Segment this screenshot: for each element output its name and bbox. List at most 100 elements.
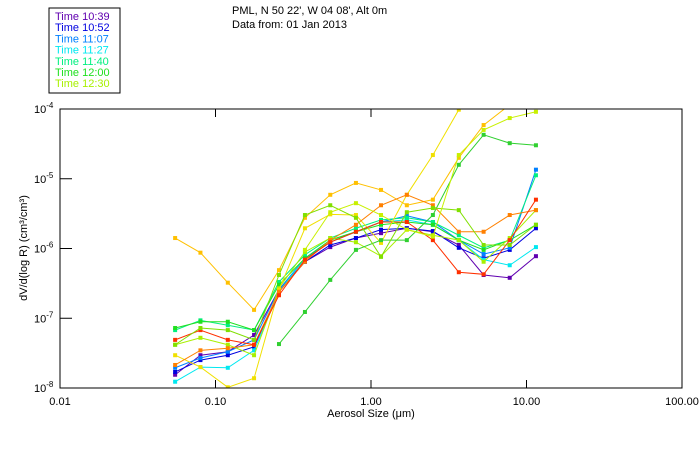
data-point bbox=[404, 192, 409, 197]
data-point bbox=[225, 346, 230, 351]
data-point bbox=[353, 229, 358, 234]
y-tick-exponent: -5 bbox=[46, 171, 54, 180]
data-point bbox=[481, 247, 486, 252]
data-point bbox=[534, 93, 538, 97]
legend-entry: Time 11:07 bbox=[55, 33, 109, 45]
series-10 bbox=[173, 197, 538, 347]
legend-box bbox=[48, 7, 121, 94]
data-point bbox=[198, 335, 203, 340]
data-point bbox=[404, 203, 409, 208]
data-point bbox=[328, 236, 333, 241]
data-point bbox=[198, 326, 203, 331]
data-point bbox=[404, 227, 409, 232]
legend-entry: Time 12:30 bbox=[55, 78, 110, 90]
y-tick-label: 10-8 bbox=[34, 380, 54, 395]
data-point bbox=[404, 217, 409, 222]
series-line bbox=[304, 111, 537, 251]
data-point bbox=[507, 275, 512, 280]
data-point bbox=[198, 250, 203, 255]
data-point bbox=[276, 282, 281, 287]
legend-entry: Time 12:00 bbox=[55, 67, 110, 79]
data-point bbox=[507, 247, 512, 252]
data-point bbox=[456, 245, 461, 250]
data-point bbox=[302, 252, 307, 257]
data-point bbox=[379, 254, 384, 259]
data-point bbox=[328, 210, 333, 215]
data-point bbox=[302, 247, 307, 252]
data-point bbox=[379, 217, 384, 222]
data-point bbox=[173, 369, 178, 374]
data-point bbox=[533, 222, 538, 227]
data-point bbox=[328, 243, 333, 248]
data-point bbox=[481, 259, 486, 264]
data-point bbox=[379, 213, 384, 218]
data-point bbox=[302, 257, 307, 262]
data-point bbox=[430, 213, 435, 218]
axes: 0.01 0.10 1.00 10.00 100.0010-410-510-610-71… bbox=[34, 101, 699, 408]
data-point bbox=[252, 348, 257, 353]
data-point bbox=[173, 342, 178, 347]
data-point bbox=[198, 365, 203, 370]
data-point bbox=[225, 385, 230, 388]
data-point bbox=[252, 337, 257, 342]
data-point bbox=[328, 245, 333, 250]
data-point bbox=[353, 226, 358, 231]
data-point bbox=[173, 365, 178, 370]
data-point bbox=[430, 203, 435, 208]
data-point bbox=[507, 141, 512, 146]
data-point bbox=[173, 353, 178, 358]
data-point bbox=[456, 270, 461, 275]
data-point bbox=[225, 349, 230, 354]
series-9 bbox=[173, 192, 538, 367]
data-point bbox=[252, 328, 257, 333]
data-point bbox=[276, 342, 281, 347]
data-point bbox=[252, 342, 257, 347]
data-point bbox=[328, 277, 333, 282]
data-point bbox=[456, 155, 461, 160]
data-point bbox=[276, 293, 281, 298]
data-point bbox=[302, 259, 307, 264]
data-point bbox=[302, 249, 307, 254]
legend-entry: Time 11:40 bbox=[55, 56, 109, 68]
data-point bbox=[481, 132, 486, 137]
x-axis-label: Aerosol Size (μm) bbox=[327, 408, 415, 420]
data-point bbox=[379, 187, 384, 192]
data-point bbox=[379, 203, 384, 208]
y-tick-label: 10-5 bbox=[34, 171, 54, 186]
data-point bbox=[225, 353, 230, 358]
data-point bbox=[507, 116, 512, 121]
y-tick-exponent: -6 bbox=[46, 241, 54, 250]
y-axis-label: dV/d(log R) (cm³/cm³) bbox=[18, 195, 30, 301]
data-point bbox=[276, 273, 281, 278]
data-point bbox=[379, 219, 384, 224]
data-point bbox=[302, 226, 307, 231]
data-point bbox=[353, 215, 358, 220]
data-point bbox=[481, 123, 486, 128]
data-point bbox=[198, 348, 203, 353]
data-point bbox=[173, 326, 178, 331]
data-point bbox=[533, 173, 538, 178]
data-point bbox=[430, 219, 435, 224]
data-point bbox=[533, 208, 538, 213]
data-point bbox=[379, 238, 384, 243]
data-point bbox=[198, 319, 203, 324]
data-point bbox=[404, 215, 409, 220]
data-point bbox=[533, 167, 538, 172]
data-point bbox=[481, 229, 486, 234]
data-point bbox=[404, 210, 409, 215]
data-point bbox=[456, 109, 461, 112]
x-tick-label: 0.01 bbox=[49, 396, 70, 408]
legend-entry: Time 11:27 bbox=[55, 45, 109, 57]
data-point bbox=[173, 337, 178, 342]
x-tick-label: 1.00 bbox=[360, 396, 381, 408]
data-point bbox=[198, 328, 203, 333]
chart-title-line-2: Data from: 01 Jan 2013 bbox=[232, 19, 347, 31]
data-point bbox=[507, 213, 512, 218]
data-point bbox=[456, 229, 461, 234]
data-point bbox=[456, 238, 461, 243]
data-point bbox=[225, 365, 230, 370]
data-point bbox=[353, 213, 358, 218]
data-point bbox=[533, 254, 538, 259]
data-point bbox=[481, 245, 486, 250]
